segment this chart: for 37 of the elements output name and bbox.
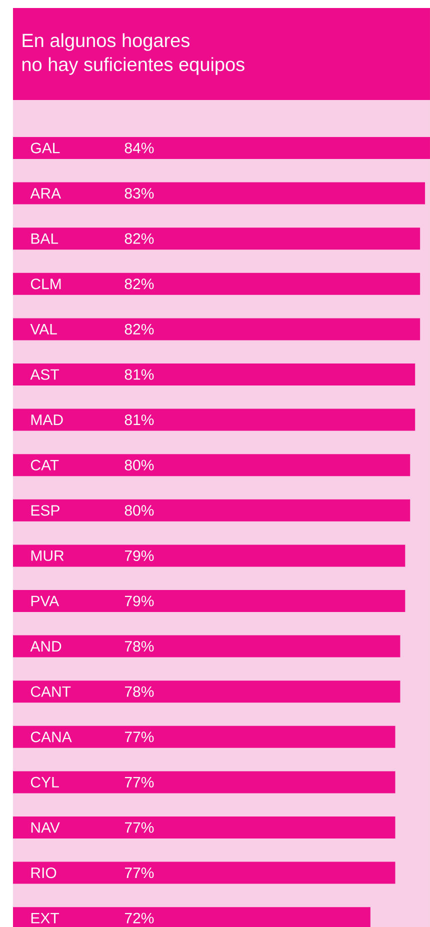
y-tick-label: NAV <box>31 822 60 833</box>
data-label: 77% <box>124 868 154 878</box>
data-label: 79% <box>124 596 154 606</box>
data-label: 77% <box>124 776 154 788</box>
data-label: 78% <box>124 640 154 652</box>
y-tick-label: MAD <box>31 414 63 425</box>
y-tick-label: RIO <box>31 867 56 878</box>
chart-title: En algunos hogares no hay suficientes equipos <box>22 33 244 75</box>
data-label: 79% <box>124 550 154 562</box>
y-tick-label: AND <box>30 641 62 652</box>
data-label: 82% <box>124 324 154 335</box>
data-label: 72% <box>124 912 154 924</box>
data-label: 77% <box>124 732 154 742</box>
y-tick-label: CANA <box>30 732 72 742</box>
y-tick-label: VAL <box>30 324 57 334</box>
data-label: 81% <box>124 414 154 426</box>
y-tick-label: CAT <box>30 460 59 470</box>
y-tick-label: CLM <box>30 278 61 290</box>
data-label: 82% <box>124 233 154 244</box>
y-tick-label: ESP <box>31 505 60 516</box>
y-tick-label: MUR <box>31 550 64 561</box>
y-tick-label: CANT <box>30 686 71 697</box>
data-label: 81% <box>124 369 154 380</box>
y-tick-label: GAL <box>30 142 60 154</box>
data-label: 78% <box>124 686 154 697</box>
y-tick-label: BAL <box>31 233 58 244</box>
data-label: 80% <box>124 505 154 516</box>
data-label: 77% <box>124 822 154 833</box>
data-label: 82% <box>124 278 154 290</box>
data-label: 80% <box>124 460 154 470</box>
data-label: 84% <box>124 142 154 154</box>
y-tick-label: EXT <box>31 912 60 924</box>
y-tick-label: CYL <box>30 776 59 788</box>
data-label: 83% <box>124 188 154 199</box>
y-tick-label: ARA <box>30 188 62 198</box>
y-tick-label: PVA <box>31 596 60 606</box>
y-tick-label: AST <box>30 369 60 380</box>
